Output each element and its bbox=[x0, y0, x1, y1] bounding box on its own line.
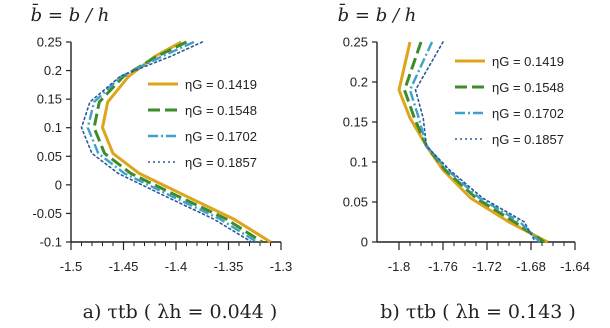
legend-label: ηG = 0.1857 bbox=[492, 132, 564, 147]
legend-label: ηG = 0.1419 bbox=[185, 77, 257, 92]
x-tick-label: -1.68 bbox=[516, 259, 546, 274]
legend-label: ηG = 0.1702 bbox=[492, 106, 564, 121]
y-tick-label: 0.15 bbox=[343, 115, 368, 130]
x-tick-label: -1.64 bbox=[560, 259, 590, 274]
y-tick-label: 0 bbox=[361, 235, 368, 250]
y-tick-label: 0.2 bbox=[44, 63, 62, 78]
y-tick-label: 0.1 bbox=[350, 155, 368, 170]
chart-title: b̄ = b / h bbox=[338, 2, 417, 26]
y-tick-label: 0.05 bbox=[343, 195, 368, 210]
chart-panel-b: -1.8 -1.76 -1.72 -1.68 -1.64 0 0.05 0.1 0.15 0.2 0… bbox=[338, 2, 590, 323]
x-tick-label: -1.76 bbox=[428, 259, 458, 274]
x-tick-label: -1.45 bbox=[109, 259, 139, 274]
y-tick-label: 0.15 bbox=[37, 92, 62, 107]
y-tick-label: -0.1 bbox=[40, 235, 62, 250]
chart-caption: b) τtb ( λh = 0.143 ) bbox=[380, 301, 576, 323]
y-tick-label: 0.25 bbox=[37, 35, 62, 50]
x-tick-label: -1.5 bbox=[60, 259, 82, 274]
y-tick-label: 0 bbox=[55, 177, 62, 192]
y-tick-label: 0.1 bbox=[44, 120, 62, 135]
chart-panel-a: -1.5 -1.45 -1.4 -1.35 -1.3 -0.1 -0.05 0 0.05 0.1 0… bbox=[31, 2, 293, 323]
chart-title: b̄ = b / h bbox=[31, 2, 110, 26]
chart-caption: a) τtb ( λh = 0.044 ) bbox=[83, 301, 278, 323]
series-line bbox=[86, 40, 258, 244]
x-tick-label: -1.8 bbox=[388, 259, 410, 274]
y-tick-label: 0.05 bbox=[37, 149, 62, 164]
x-tick-label: -1.72 bbox=[472, 259, 502, 274]
legend-label: ηG = 0.1548 bbox=[492, 80, 564, 95]
y-tick-label: -0.05 bbox=[32, 206, 62, 221]
series-line bbox=[414, 41, 537, 243]
y-tick-label: 0.2 bbox=[350, 75, 368, 90]
legend-label: ηG = 0.1702 bbox=[185, 129, 257, 144]
y-tick-label: 0.25 bbox=[343, 35, 368, 50]
legend-label: ηG = 0.1419 bbox=[492, 54, 564, 69]
x-tick-label: -1.3 bbox=[270, 259, 292, 274]
x-tick-label: -1.4 bbox=[165, 259, 187, 274]
legend-label: ηG = 0.1548 bbox=[185, 103, 257, 118]
x-tick-label: -1.35 bbox=[214, 259, 244, 274]
series-line bbox=[408, 41, 541, 243]
legend-label: ηG = 0.1857 bbox=[185, 155, 257, 170]
series-line bbox=[80, 41, 253, 243]
